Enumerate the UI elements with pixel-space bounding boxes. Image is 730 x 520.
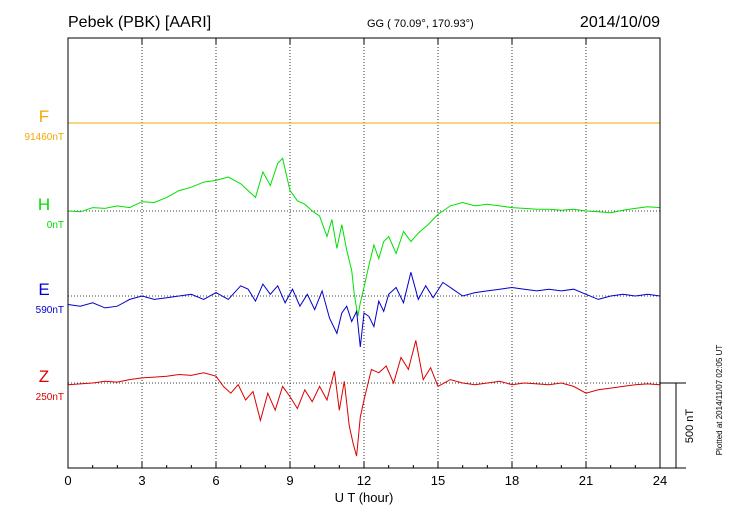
series-line-H <box>67 157 661 317</box>
scale-bar-label: 500 nT <box>684 409 696 444</box>
x-tick-label-24: 24 <box>653 473 667 488</box>
x-axis-label: U T (hour) <box>335 490 394 505</box>
series-name-H: H <box>38 195 50 214</box>
plot-frame <box>67 37 661 469</box>
x-tick-label-18: 18 <box>505 473 519 488</box>
x-tick-label-6: 6 <box>212 473 219 488</box>
date-label: 2014/10/09 <box>580 14 660 31</box>
series-line-E <box>67 272 661 348</box>
x-tick-label-0: 0 <box>64 473 71 488</box>
series-name-E: E <box>38 280 49 299</box>
plotted-at-label: Plotted at 2014/11/07 02:05 UT <box>715 345 724 456</box>
series-baseline-H: 0nT <box>47 220 64 231</box>
series-labels: F 91460nT H 0nT E 590nT Z 250nT <box>25 107 64 403</box>
x-tick-label-12: 12 <box>357 473 371 488</box>
series-baseline-Z: 250nT <box>36 392 64 403</box>
series-baseline-F: 91460nT <box>25 132 64 143</box>
x-tick-label-9: 9 <box>286 473 293 488</box>
series-baseline-E: 590nT <box>36 305 64 316</box>
x-tick-label-15: 15 <box>431 473 445 488</box>
series-name-F: F <box>39 107 49 126</box>
x-tick-label-3: 3 <box>138 473 145 488</box>
coords-label: GG ( 70.09°, 170.93°) <box>367 18 474 30</box>
series-name-Z: Z <box>39 367 49 386</box>
grid-lines <box>68 38 660 468</box>
series-line-Z <box>67 340 661 457</box>
x-axis: 0 3 6 9 12 15 18 21 24 <box>64 38 667 488</box>
station-title: Pebek (PBK) [AARI] <box>68 14 211 31</box>
series-group <box>67 122 661 457</box>
x-tick-label-21: 21 <box>579 473 593 488</box>
scale-bar: 500 nT <box>660 382 696 469</box>
